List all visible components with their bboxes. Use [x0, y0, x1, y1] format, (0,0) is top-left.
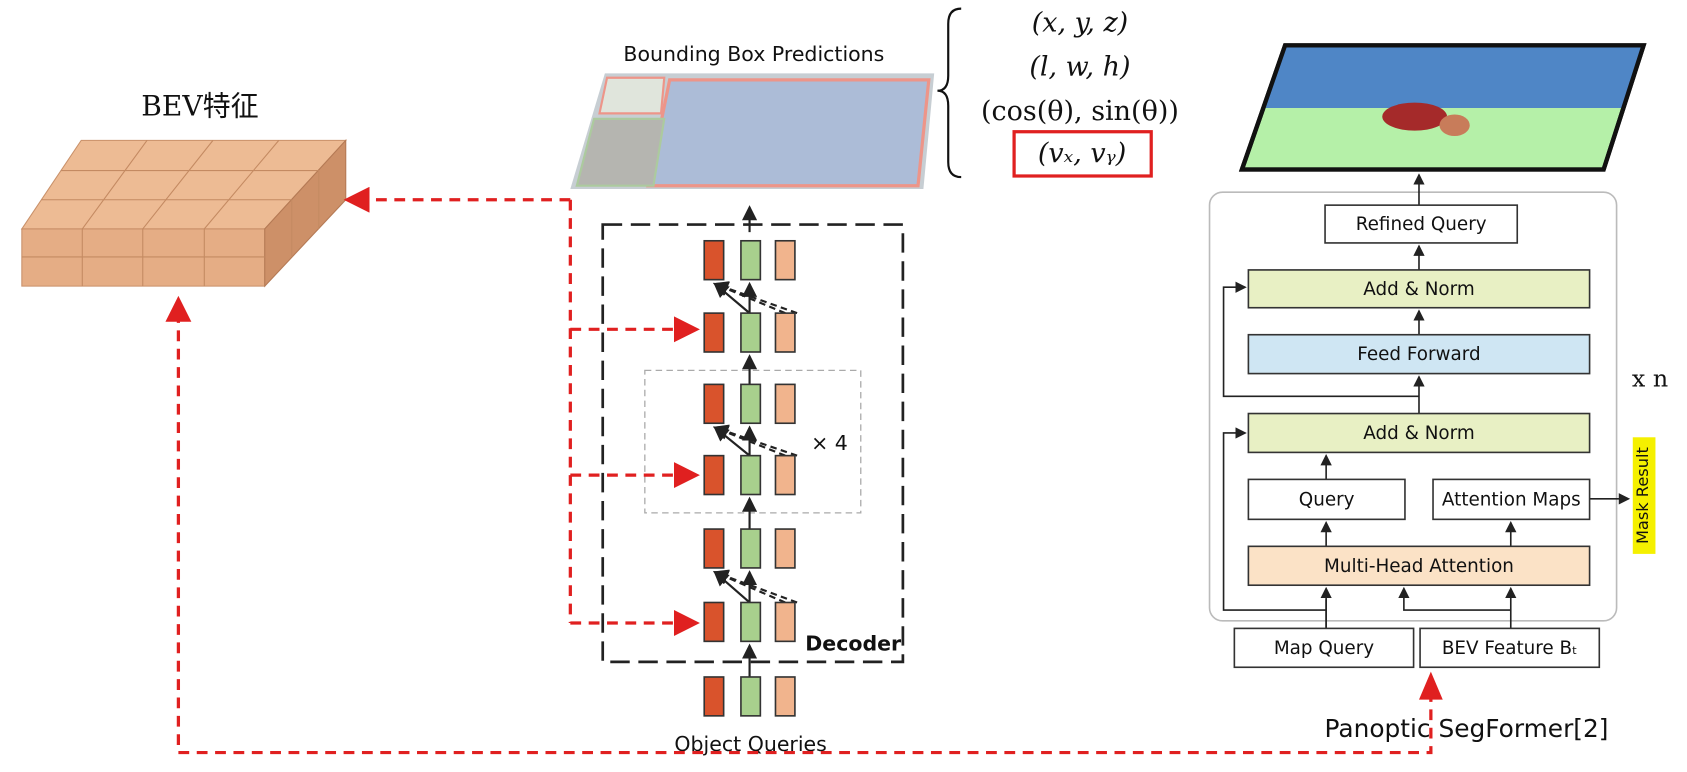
mask-label: Mask Result [1633, 447, 1652, 544]
block-label: BEV Feature Bₜ [1442, 638, 1578, 659]
query-token [740, 528, 762, 569]
query-token [740, 601, 762, 643]
repeat-label: x n [1632, 365, 1668, 393]
query-token [774, 454, 796, 496]
query-token [774, 528, 796, 569]
caption: Panoptic SegFormer[2] [1325, 714, 1609, 743]
query-token [740, 312, 762, 353]
query-token [774, 239, 796, 281]
block-label: Feed Forward [1357, 344, 1480, 365]
attention-arrow [713, 570, 786, 604]
prediction-image [570, 73, 935, 189]
block [1233, 627, 1415, 669]
block [1247, 412, 1591, 454]
query-token [774, 312, 796, 353]
query-token [703, 312, 725, 353]
block [1247, 545, 1591, 587]
block [1419, 627, 1601, 669]
block [1247, 478, 1406, 521]
block-label: Add & Norm [1363, 279, 1475, 300]
block [1324, 204, 1519, 244]
block-label: Multi-Head Attention [1324, 556, 1514, 577]
attention-arrow [712, 281, 798, 315]
seg-arrows [1222, 173, 1631, 629]
query-token [703, 601, 725, 643]
seg-sky [1265, 45, 1644, 108]
mask-highlight [1632, 437, 1656, 554]
block-label: Attention Maps [1442, 489, 1581, 510]
bev-label: BEV特征 [141, 89, 259, 122]
query-token [774, 601, 796, 643]
brace [937, 7, 962, 179]
query-token [740, 454, 762, 496]
query-token [774, 676, 796, 717]
query-token [774, 383, 796, 425]
output-text: (l, w, h) [1029, 52, 1130, 83]
block-label: Refined Query [1356, 214, 1487, 235]
decoder-label: Decoder [805, 632, 902, 656]
predictions-title: Bounding Box Predictions [623, 42, 884, 66]
query-token [703, 676, 725, 717]
seg-frame [1208, 191, 1618, 622]
output-text: (cos(θ), sin(θ)) [981, 96, 1179, 127]
block-label: Add & Norm [1363, 423, 1475, 444]
attention-arrow [713, 426, 751, 457]
output-text: (vₓ, vᵧ) [1038, 138, 1126, 169]
attention-arrow [713, 281, 786, 315]
query-token [703, 454, 725, 496]
seg-object [1382, 102, 1448, 131]
attention-arrow [712, 569, 798, 604]
repeat-label: × 4 [811, 431, 848, 455]
seg-object [1439, 114, 1470, 137]
attention-arrow [713, 282, 751, 314]
query-token [740, 383, 762, 425]
highlight-box [1012, 130, 1153, 178]
block-label: Map Query [1274, 638, 1374, 659]
block [1247, 269, 1591, 309]
query-token [703, 239, 725, 281]
attention-arrow [713, 425, 786, 457]
query-token [740, 239, 762, 281]
bev-cube [20, 138, 347, 288]
block [1247, 333, 1591, 375]
block-label: Query [1299, 489, 1355, 510]
seg-border [1238, 43, 1647, 172]
query-token [703, 383, 725, 425]
attention-arrow [713, 570, 751, 604]
decoder-frame [601, 223, 905, 664]
query-token [740, 676, 762, 717]
repeat-frame [644, 369, 862, 514]
query-token [703, 528, 725, 569]
attention-arrow [712, 424, 798, 457]
block [1432, 478, 1591, 521]
output-text: (x, y, z) [1032, 7, 1128, 38]
